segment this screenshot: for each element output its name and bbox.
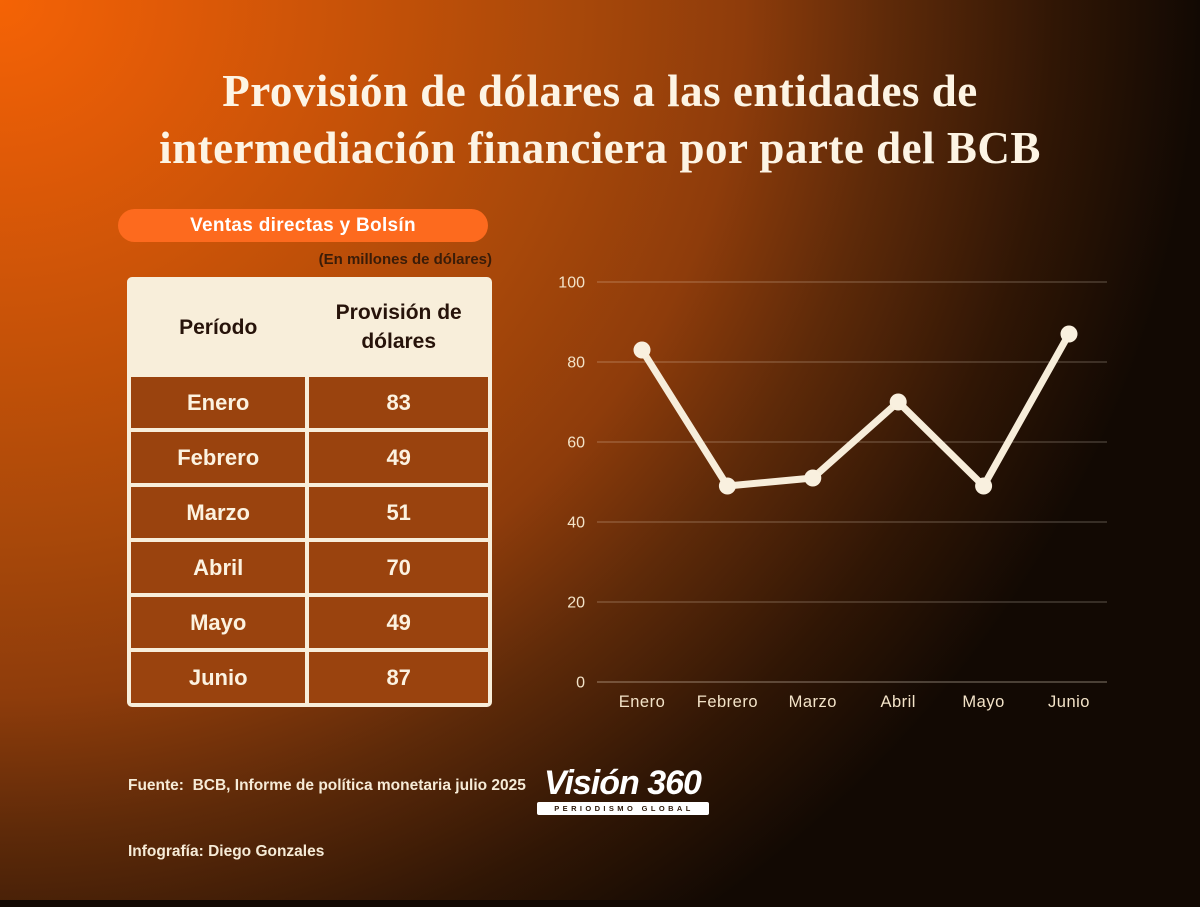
- y-axis-tick-label: 40: [567, 515, 585, 532]
- x-axis-tick-label: Mayo: [962, 693, 1004, 711]
- table-row: Marzo 51: [131, 487, 488, 538]
- brand-name: Visión 360: [544, 764, 702, 802]
- line-chart: 100 80 60 40 20 0 Enero Febrero Marzo Abril Mayo Ju…: [555, 250, 1135, 730]
- footer-credits: Fuente: BCB, Informe de política monetar…: [128, 731, 526, 907]
- period-cell: Abril: [131, 542, 306, 593]
- value-cell: 49: [309, 597, 488, 648]
- period-cell: Marzo: [131, 487, 306, 538]
- table-row: Enero 83: [131, 377, 488, 428]
- column-header-period: Período: [131, 281, 306, 373]
- brand-tagline-bar: PERIODISMO GLOBAL: [536, 802, 709, 815]
- data-point: [1060, 325, 1078, 343]
- period-cell: Junio: [131, 652, 306, 703]
- title-line-2: intermediación financiera por parte del …: [159, 123, 1041, 173]
- units-note: (En millones de dólares): [318, 251, 492, 268]
- x-axis-tick-label: Junio: [1048, 693, 1090, 711]
- x-axis-tick-label: Marzo: [789, 693, 837, 711]
- data-point: [975, 477, 993, 495]
- x-axis-tick-label: Enero: [619, 693, 666, 711]
- period-cell: Febrero: [131, 432, 306, 483]
- section-badge-label: Ventas directas y Bolsín: [190, 214, 416, 236]
- data-line: [638, 330, 1073, 490]
- y-axis-tick-label: 0: [576, 675, 585, 692]
- section-badge: Ventas directas y Bolsín: [118, 209, 488, 242]
- data-point: [718, 477, 736, 495]
- x-axis-tick-label: Febrero: [697, 693, 758, 711]
- table-row: Febrero 49: [131, 432, 488, 483]
- y-axis-tick-label: 60: [567, 435, 585, 452]
- brand-logo: Visión 360 PERIODISMO GLOBAL: [525, 765, 720, 815]
- page-title: Provisión de dólares a las entidades de …: [0, 63, 1200, 177]
- table-row: Junio 87: [131, 652, 488, 703]
- table-body: Enero 83 Febrero 49 Marzo 51 Abril 70 Mayo 49 Juni…: [131, 377, 488, 703]
- value-cell: 51: [309, 487, 488, 538]
- table-header-row: Período Provisión de dólares: [131, 281, 488, 373]
- y-axis-tick-label: 20: [567, 595, 585, 612]
- table-row: Abril 70: [131, 542, 488, 593]
- brand-tagline: PERIODISMO GLOBAL: [554, 804, 694, 813]
- data-point: [889, 393, 907, 411]
- line-chart-svg: 100 80 60 40 20 0 Enero Febrero Marzo Abril Mayo Ju…: [558, 275, 1107, 711]
- table-row: Mayo 49: [131, 597, 488, 648]
- y-axis-tick-label: 80: [567, 355, 585, 372]
- x-axis-tick-label: Abril: [880, 693, 916, 711]
- data-point: [804, 469, 822, 487]
- value-cell: 70: [309, 542, 488, 593]
- data-table: Período Provisión de dólares Enero 83 Febr…: [127, 277, 492, 707]
- value-cell: 49: [309, 432, 488, 483]
- period-cell: Mayo: [131, 597, 306, 648]
- title-line-1: Provisión de dólares a las entidades de: [222, 66, 978, 116]
- credit-line: Infografía: Diego Gonzales: [128, 843, 325, 860]
- data-point: [633, 341, 651, 359]
- value-cell: 83: [309, 377, 488, 428]
- column-header-provision: Provisión de dólares: [309, 281, 488, 373]
- value-cell: 87: [309, 652, 488, 703]
- period-cell: Enero: [131, 377, 306, 428]
- source-line: Fuente: BCB, Informe de política monetar…: [128, 777, 526, 794]
- y-axis-tick-label: 100: [558, 275, 585, 292]
